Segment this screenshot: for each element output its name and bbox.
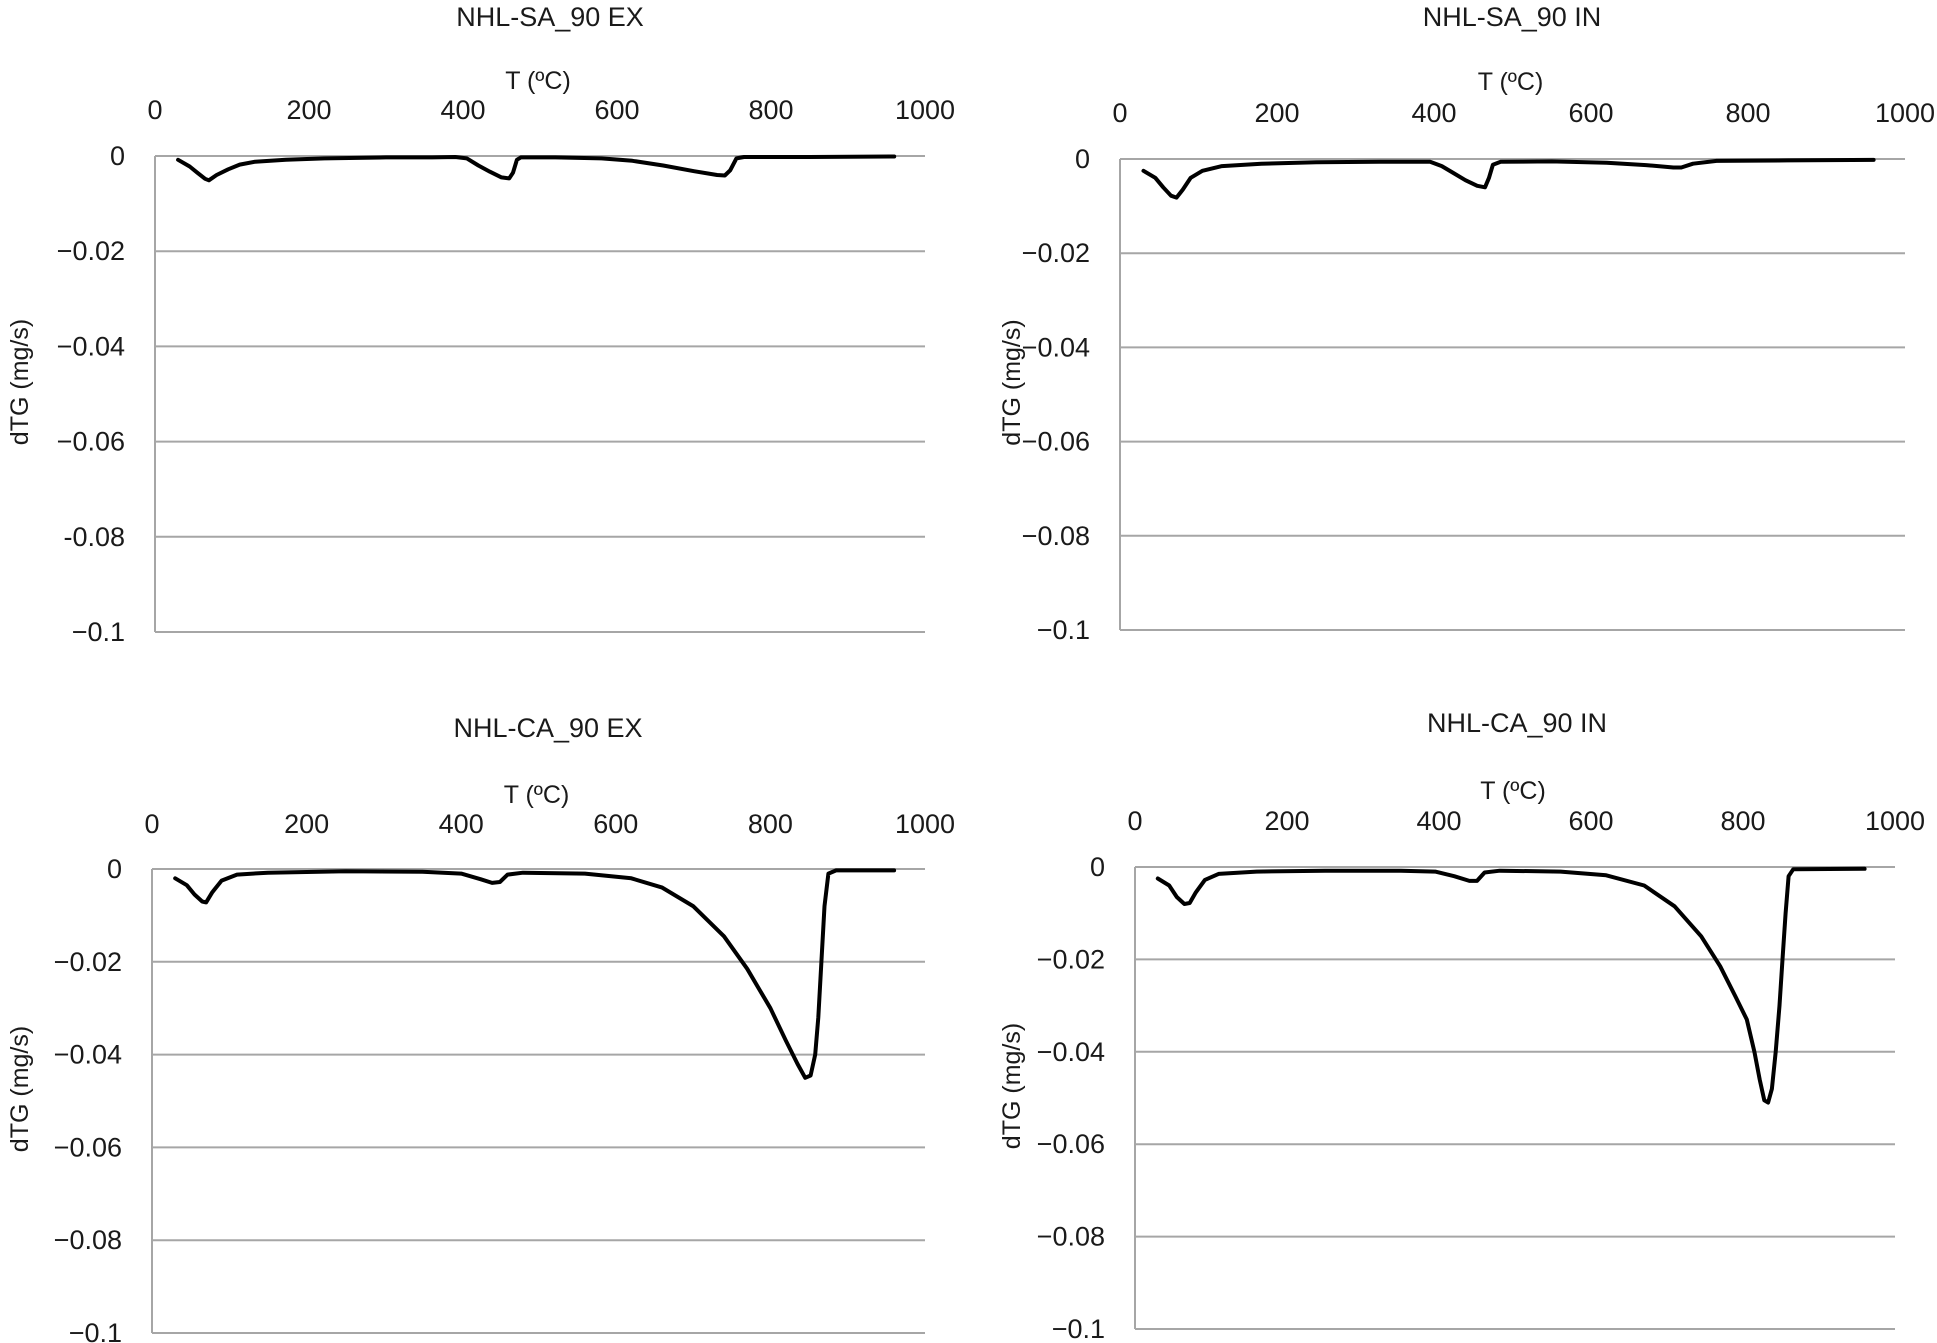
y-tick-label: 0 [107, 854, 122, 884]
y-tick-label: −0.06 [1037, 1129, 1105, 1159]
chart-title: NHL-CA_90 IN [1427, 708, 1607, 738]
series-line [176, 154, 897, 183]
x-tick-label: 400 [1411, 98, 1456, 128]
y-tick-label: −0.04 [54, 1040, 122, 1070]
series-line [173, 868, 897, 1080]
y-axis-label: dTG (mg/s) [6, 1026, 34, 1152]
y-tick-label: -0.08 [63, 522, 125, 552]
x-tick-label: 800 [1720, 806, 1765, 836]
y-tick-label: −0.06 [54, 1132, 122, 1162]
chart-panel-4: 0 −0.02 −0.04 −0.06 −0.08 −0.1 0 200 400 600 800 10… [998, 708, 1925, 1343]
x-axis-label: T (ºC) [1478, 68, 1544, 96]
y-tick-label: −0.04 [1037, 1037, 1105, 1067]
x-axis-label: T (ºC) [505, 67, 571, 95]
x-tick-label: 200 [1264, 806, 1309, 836]
x-tick-label: 1000 [895, 809, 955, 839]
y-tick-label: 0 [1090, 852, 1105, 882]
x-tick-label: 1000 [1865, 806, 1925, 836]
y-tick-label: −0.02 [54, 947, 122, 977]
x-tick-label: 0 [144, 809, 159, 839]
x-tick-label: 600 [1568, 806, 1613, 836]
y-tick-label: −0.04 [57, 331, 125, 361]
x-tick-label: 600 [1568, 98, 1613, 128]
y-tick-label: −0.02 [1022, 238, 1090, 268]
x-tick-label: 0 [147, 95, 162, 125]
x-tick-label: 200 [286, 95, 331, 125]
y-axis-label: dTG (mg/s) [6, 319, 34, 445]
y-tick-label: −0.02 [1037, 944, 1105, 974]
chart-panel-1: 0 −0.02 −0.04 −0.06 -0.08 −0.1 0 200 400 600 800 10… [6, 2, 955, 647]
x-tick-label: 1000 [895, 95, 955, 125]
x-tick-label: 200 [284, 809, 329, 839]
y-tick-label: −0.1 [69, 1318, 122, 1343]
x-tick-label: 800 [748, 809, 793, 839]
series-line [1155, 866, 1867, 1105]
x-tick-label: 400 [1416, 806, 1461, 836]
y-tick-label: −0.1 [72, 617, 125, 647]
y-tick-label: 0 [110, 141, 125, 171]
chart-title: NHL-SA_90 EX [456, 2, 644, 32]
x-tick-label: 200 [1254, 98, 1299, 128]
y-tick-label: −0.04 [1022, 332, 1090, 362]
x-axis-label: T (ºC) [1480, 777, 1546, 805]
x-tick-label: 800 [748, 95, 793, 125]
y-tick-label: 0 [1075, 144, 1090, 174]
x-axis-label: T (ºC) [504, 781, 570, 809]
y-axis-label: dTG (mg/s) [998, 319, 1026, 445]
x-tick-label: 0 [1127, 806, 1142, 836]
chart-title: NHL-SA_90 IN [1423, 2, 1602, 32]
y-tick-label: −0.08 [1037, 1222, 1105, 1252]
chart-title: NHL-CA_90 EX [453, 713, 642, 743]
chart-panel-2: 0 −0.02 −0.04 −0.06 −0.08 −0.1 0 200 400 600 800 10… [998, 2, 1935, 645]
x-tick-label: 400 [440, 95, 485, 125]
y-tick-label: −0.06 [57, 427, 125, 457]
y-tick-label: −0.08 [1022, 521, 1090, 551]
y-tick-label: −0.1 [1037, 615, 1090, 645]
x-tick-label: 800 [1725, 98, 1770, 128]
y-tick-label: −0.06 [1022, 427, 1090, 457]
y-tick-label: −0.08 [54, 1225, 122, 1255]
x-tick-label: 600 [594, 95, 639, 125]
y-axis-label: dTG (mg/s) [998, 1023, 1026, 1149]
series-line [1141, 157, 1876, 200]
x-tick-label: 1000 [1875, 98, 1935, 128]
chart-panel-3: 0 −0.02 −0.04 −0.06 −0.08 −0.1 0 200 400 600 800 10… [6, 713, 955, 1343]
x-tick-label: 0 [1112, 98, 1127, 128]
y-tick-label: −0.02 [57, 236, 125, 266]
x-tick-label: 400 [439, 809, 484, 839]
y-tick-label: −0.1 [1052, 1314, 1105, 1343]
x-tick-label: 600 [593, 809, 638, 839]
